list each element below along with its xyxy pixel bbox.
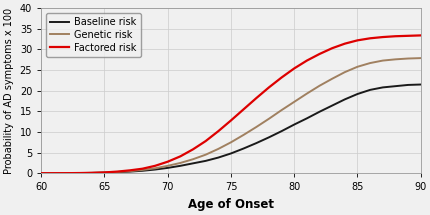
Factored risk — [215, 130, 221, 132]
Factored risk — [165, 160, 170, 163]
Factored risk — [304, 59, 309, 62]
Factored risk — [203, 140, 208, 142]
Factored risk — [266, 86, 271, 89]
Genetic risk — [291, 101, 296, 103]
Factored risk — [405, 35, 410, 37]
Genetic risk — [316, 84, 321, 87]
Genetic risk — [101, 171, 107, 174]
Factored risk — [89, 172, 94, 174]
Genetic risk — [51, 172, 56, 175]
Factored risk — [354, 39, 359, 42]
Genetic risk — [64, 172, 69, 174]
Baseline risk — [215, 156, 221, 159]
Factored risk — [139, 167, 144, 170]
Factored risk — [379, 36, 384, 38]
Genetic risk — [39, 172, 44, 175]
Baseline risk — [316, 111, 321, 113]
Genetic risk — [203, 153, 208, 156]
Baseline risk — [228, 152, 233, 155]
Factored risk — [51, 172, 56, 175]
Genetic risk — [278, 109, 283, 111]
Genetic risk — [367, 62, 372, 64]
Factored risk — [39, 172, 44, 175]
Factored risk — [114, 170, 120, 173]
Genetic risk — [392, 58, 397, 61]
Factored risk — [341, 42, 347, 45]
Baseline risk — [278, 130, 283, 132]
Genetic risk — [215, 148, 221, 150]
Factored risk — [228, 119, 233, 122]
Line: Baseline risk: Baseline risk — [41, 84, 420, 173]
Baseline risk — [203, 160, 208, 162]
Factored risk — [101, 171, 107, 174]
Baseline risk — [253, 142, 258, 144]
Baseline risk — [304, 117, 309, 120]
Baseline risk — [64, 172, 69, 174]
Genetic risk — [240, 134, 246, 136]
Genetic risk — [329, 77, 334, 80]
Baseline risk — [101, 171, 107, 174]
Genetic risk — [178, 162, 183, 164]
Line: Factored risk: Factored risk — [41, 35, 420, 173]
Factored risk — [190, 148, 195, 150]
Baseline risk — [77, 172, 82, 174]
X-axis label: Age of Onset: Age of Onset — [187, 198, 273, 211]
Factored risk — [367, 37, 372, 40]
Genetic risk — [190, 158, 195, 161]
Factored risk — [253, 97, 258, 99]
Baseline risk — [89, 172, 94, 174]
Baseline risk — [329, 104, 334, 107]
Baseline risk — [178, 164, 183, 167]
Baseline risk — [417, 83, 422, 86]
Genetic risk — [304, 92, 309, 95]
Factored risk — [240, 108, 246, 111]
Factored risk — [417, 34, 422, 37]
Baseline risk — [139, 169, 144, 172]
Genetic risk — [127, 170, 132, 172]
Factored risk — [316, 53, 321, 55]
Factored risk — [77, 172, 82, 174]
Baseline risk — [392, 85, 397, 88]
Factored risk — [278, 76, 283, 79]
Baseline risk — [190, 162, 195, 165]
Baseline risk — [379, 86, 384, 89]
Factored risk — [127, 169, 132, 172]
Baseline risk — [51, 172, 56, 175]
Genetic risk — [405, 57, 410, 60]
Baseline risk — [367, 89, 372, 91]
Baseline risk — [291, 123, 296, 126]
Genetic risk — [152, 167, 157, 170]
Baseline risk — [405, 84, 410, 86]
Genetic risk — [165, 164, 170, 167]
Baseline risk — [127, 170, 132, 173]
Genetic risk — [253, 126, 258, 128]
Baseline risk — [114, 171, 120, 174]
Genetic risk — [139, 169, 144, 171]
Baseline risk — [341, 98, 347, 101]
Genetic risk — [77, 172, 82, 174]
Baseline risk — [266, 136, 271, 139]
Baseline risk — [152, 168, 157, 171]
Factored risk — [64, 172, 69, 174]
Genetic risk — [341, 71, 347, 74]
Genetic risk — [266, 117, 271, 120]
Line: Genetic risk: Genetic risk — [41, 58, 420, 173]
Y-axis label: Probability of AD symptoms x 100: Probability of AD symptoms x 100 — [4, 8, 14, 174]
Genetic risk — [354, 66, 359, 68]
Baseline risk — [240, 147, 246, 150]
Factored risk — [152, 164, 157, 167]
Factored risk — [329, 47, 334, 49]
Baseline risk — [165, 167, 170, 169]
Factored risk — [178, 155, 183, 158]
Baseline risk — [39, 172, 44, 175]
Genetic risk — [417, 57, 422, 59]
Genetic risk — [89, 172, 94, 174]
Genetic risk — [379, 59, 384, 62]
Genetic risk — [228, 141, 233, 144]
Genetic risk — [114, 171, 120, 173]
Baseline risk — [354, 93, 359, 95]
Factored risk — [392, 35, 397, 38]
Legend: Baseline risk, Genetic risk, Factored risk: Baseline risk, Genetic risk, Factored ri… — [46, 13, 140, 57]
Factored risk — [291, 67, 296, 70]
